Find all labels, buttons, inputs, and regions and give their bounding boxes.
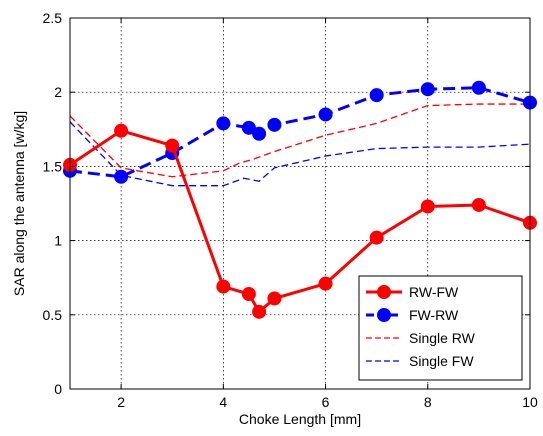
x-tick-label: 8 [424, 394, 432, 410]
legend-label-fw-rw: FW-RW [409, 307, 459, 323]
x-tick-label: 6 [322, 394, 330, 410]
series-rw-fw [63, 123, 537, 319]
data-point-rw-fw [252, 304, 267, 319]
plot-series [63, 80, 537, 319]
x-axis-label: Choke Length [mm] [239, 411, 361, 427]
legend-marker-fw-rw [377, 308, 391, 322]
legend-label-single-rw: Single RW [409, 330, 476, 346]
series-single-rw [69, 103, 530, 178]
legend-label-rw-fw: RW-FW [409, 284, 459, 300]
data-point-rw-fw [165, 138, 180, 153]
data-point-fw-rw [241, 120, 256, 135]
y-tick-label: 2.5 [43, 10, 63, 26]
series-line-single-fw [69, 121, 531, 187]
axis-ticks: 2 4 6 8 10 0 0.5 1 1.5 2 2.5 [43, 10, 538, 410]
data-point-rw-fw [369, 230, 384, 245]
y-tick-label: 0.5 [43, 307, 63, 323]
legend-label-single-fw: Single FW [409, 353, 474, 369]
data-point-rw-fw [241, 287, 256, 302]
data-point-rw-fw [318, 276, 333, 291]
x-tick-label: 4 [219, 394, 227, 410]
data-point-fw-rw [369, 88, 384, 103]
series-line-single-rw [69, 103, 530, 178]
y-axis-label: SAR along the antenna [w/kg] [11, 111, 27, 296]
data-point-rw-fw [216, 279, 231, 294]
data-point-rw-fw [114, 123, 129, 138]
x-tick-label: 10 [522, 394, 538, 410]
series-line-fw-rw [69, 86, 531, 179]
y-tick-label: 0 [54, 381, 62, 397]
data-point-fw-rw [318, 107, 333, 122]
data-point-fw-rw [420, 82, 435, 97]
y-tick-label: 1 [54, 233, 62, 249]
data-point-fw-rw [216, 116, 231, 131]
series-single-fw [69, 121, 531, 187]
data-point-fw-rw [471, 80, 486, 95]
data-point-rw-fw [420, 199, 435, 214]
plot-frame [69, 17, 531, 390]
data-point-fw-rw [267, 117, 282, 132]
y-tick-label: 1.5 [43, 158, 63, 174]
x-tick-label: 2 [117, 394, 125, 410]
legend-marker-rw-fw [377, 285, 391, 299]
data-point-fw-rw [114, 169, 129, 184]
series-line-rw-fw [69, 129, 531, 314]
y-tick-label: 2 [54, 84, 62, 100]
data-point-fw-rw [252, 126, 267, 141]
legend: RW-FW FW-RW Single RW Single FW [358, 275, 523, 381]
data-point-rw-fw [471, 197, 486, 212]
data-point-rw-fw [267, 291, 282, 306]
